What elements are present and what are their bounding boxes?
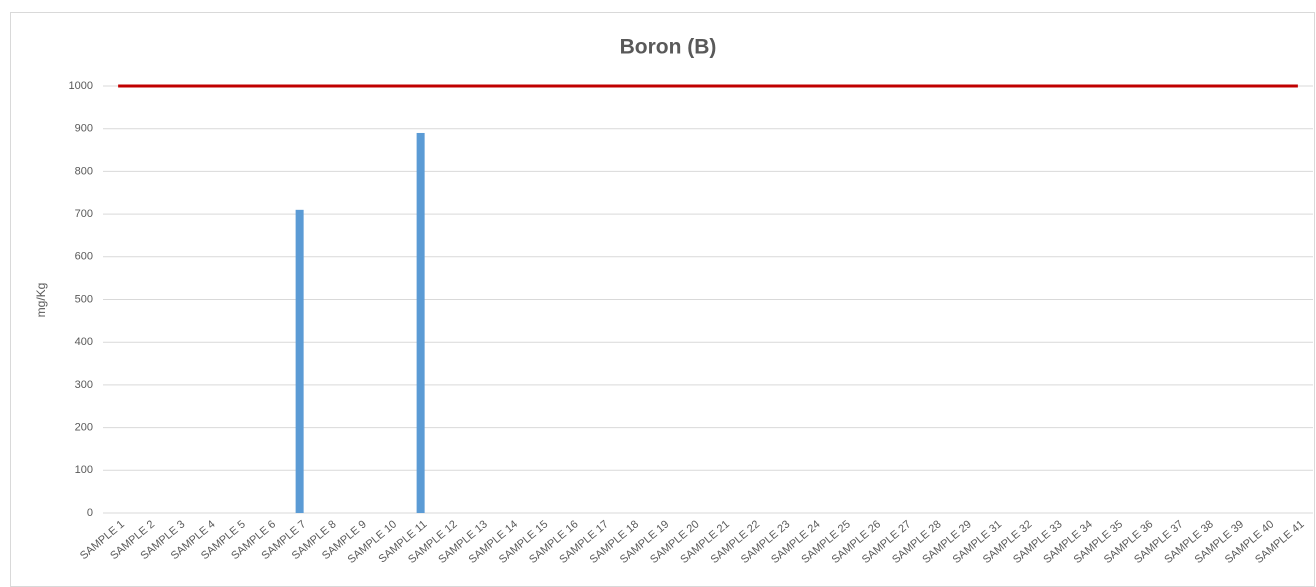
bar: [416, 132, 425, 513]
y-tick-label: 800: [75, 165, 93, 177]
y-tick-label: 1000: [69, 80, 93, 92]
y-tick-label: 600: [75, 251, 93, 263]
y-axis-label: mg/Kg: [34, 283, 48, 318]
y-tick-label: 300: [75, 379, 93, 391]
y-tick-label: 500: [75, 293, 93, 305]
y-tick-label: 200: [75, 422, 93, 434]
y-tick-label: 700: [75, 208, 93, 220]
y-tick-label: 900: [75, 123, 93, 135]
y-tick-label: 400: [75, 336, 93, 348]
y-tick-label: 0: [87, 507, 93, 519]
chart-title: Boron (B): [620, 36, 717, 59]
y-tick-label: 100: [75, 464, 93, 476]
bar: [295, 209, 304, 513]
